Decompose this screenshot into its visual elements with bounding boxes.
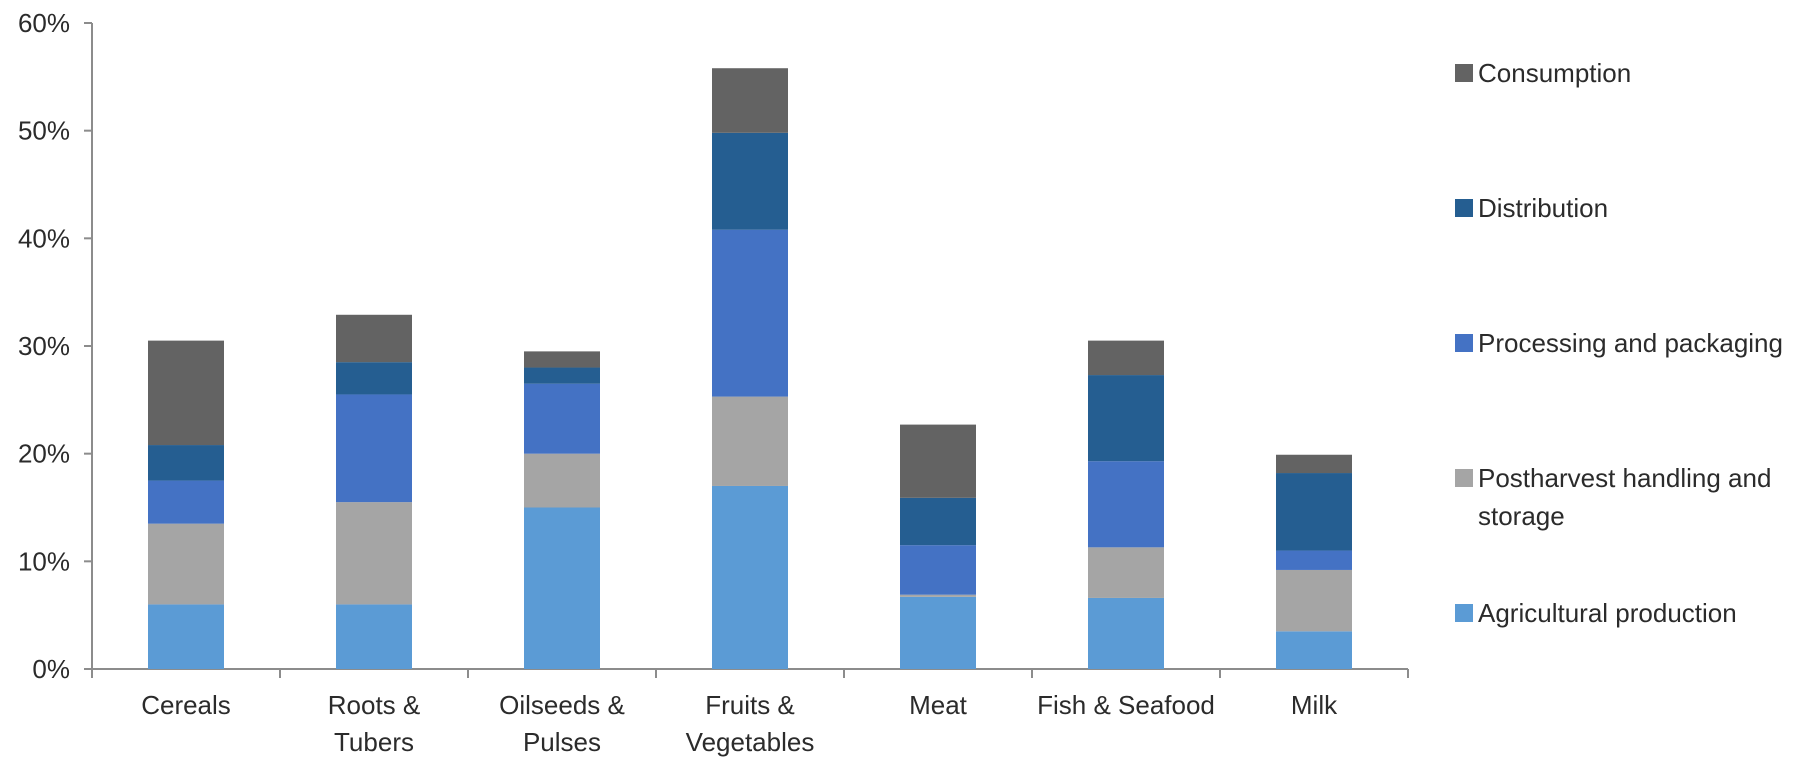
bar-segment-agricultural-production-fruits-and-vegetables: [712, 485, 788, 669]
x-tick-label-cereals: Cereals: [141, 690, 231, 720]
bar-segment-processing-and-packaging-milk: [1276, 550, 1352, 570]
bar-segment-postharvest-handling-and-storage-meat: [900, 594, 976, 597]
bar-segment-processing-and-packaging-cereals: [148, 480, 224, 524]
bar-stack-oilseeds-and-pulses: [524, 351, 600, 669]
bar-segment-postharvest-handling-and-storage-oilseeds-and-pulses: [524, 453, 600, 508]
x-tick-label-oilseeds-and-pulses: Oilseeds & Pulses: [499, 690, 625, 757]
bar-segment-consumption-meat: [900, 424, 976, 498]
bar-segment-consumption-roots-and-tubers: [336, 314, 412, 363]
legend: Consumption Distribution Processing and pa…: [1455, 58, 1783, 628]
y-tick-label: 0%: [32, 654, 70, 684]
bar-segment-distribution-cereals: [148, 445, 224, 481]
legend-swatch: [1455, 199, 1473, 217]
legend-label: Agricultural production: [1478, 598, 1737, 628]
bar-stack-roots-and-tubers: [336, 314, 412, 669]
legend-label: Consumption: [1478, 58, 1631, 88]
bar-segment-distribution-milk: [1276, 473, 1352, 551]
x-tick-label-fruits-and-vegetables: Fruits & Vegetables: [686, 690, 815, 757]
bar-segment-consumption-milk: [1276, 454, 1352, 474]
bar-stack-milk: [1276, 454, 1352, 669]
bar-segment-consumption-fish-and-seafood: [1088, 340, 1164, 376]
legend-label: Distribution: [1478, 193, 1608, 223]
x-tick-label-milk: Milk: [1291, 690, 1338, 720]
bar-segment-postharvest-handling-and-storage-cereals: [148, 523, 224, 605]
bar-segment-processing-and-packaging-roots-and-tubers: [336, 394, 412, 503]
bar-segment-distribution-fish-and-seafood: [1088, 375, 1164, 462]
bar-segment-consumption-oilseeds-and-pulses: [524, 351, 600, 368]
x-tick-label-meat: Meat: [909, 690, 968, 720]
bar-stack-fruits-and-vegetables: [712, 68, 788, 669]
legend-item-consumption: Consumption: [1455, 58, 1631, 88]
legend-swatch: [1455, 64, 1473, 82]
bar-segment-consumption-fruits-and-vegetables: [712, 68, 788, 133]
bar-segment-postharvest-handling-and-storage-fish-and-seafood: [1088, 547, 1164, 598]
bar-segment-processing-and-packaging-oilseeds-and-pulses: [524, 383, 600, 454]
legend-item-postharvest-handling-and-storage: Postharvest handling and storage: [1455, 463, 1771, 531]
bar-segment-processing-and-packaging-fruits-and-vegetables: [712, 229, 788, 397]
bar-segment-distribution-fruits-and-vegetables: [712, 132, 788, 230]
bar-segment-agricultural-production-roots-and-tubers: [336, 604, 412, 669]
legend-item-processing-and-packaging: Processing and packaging: [1455, 328, 1783, 358]
y-tick-label: 50%: [18, 116, 70, 146]
legend-item-distribution: Distribution: [1455, 193, 1608, 223]
bar-segment-postharvest-handling-and-storage-fruits-and-vegetables: [712, 396, 788, 486]
bar-segment-distribution-meat: [900, 497, 976, 546]
bar-segment-agricultural-production-meat: [900, 596, 976, 669]
bar-segment-agricultural-production-cereals: [148, 604, 224, 669]
bar-segment-distribution-roots-and-tubers: [336, 362, 412, 395]
y-tick-label: 60%: [18, 8, 70, 38]
y-tick-label: 10%: [18, 546, 70, 576]
bar-segment-processing-and-packaging-fish-and-seafood: [1088, 461, 1164, 548]
bar-stack-cereals: [148, 340, 224, 669]
legend-item-agricultural-production: Agricultural production: [1455, 598, 1737, 628]
y-tick-labels: 0% 10% 20% 30% 40% 50% 60%: [18, 8, 70, 684]
bar-segment-postharvest-handling-and-storage-milk: [1276, 569, 1352, 632]
y-tick-label: 20%: [18, 439, 70, 469]
legend-swatch: [1455, 334, 1473, 352]
y-tick-label: 30%: [18, 331, 70, 361]
bar-segment-distribution-oilseeds-and-pulses: [524, 367, 600, 384]
bar-segment-processing-and-packaging-meat: [900, 545, 976, 595]
bar-stack-fish-and-seafood: [1088, 340, 1164, 669]
bars: [148, 68, 1352, 669]
bar-segment-postharvest-handling-and-storage-roots-and-tubers: [336, 502, 412, 605]
bar-segment-agricultural-production-oilseeds-and-pulses: [524, 507, 600, 669]
y-tick-label: 40%: [18, 223, 70, 253]
x-tick-label-fish-and-seafood: Fish & Seafood: [1037, 690, 1215, 720]
legend-label: Postharvest handling and storage: [1478, 463, 1771, 531]
x-tick-label-roots-and-tubers: Roots & Tubers: [328, 690, 421, 757]
bar-segment-consumption-cereals: [148, 340, 224, 446]
x-tick-labels: Cereals Roots & Tubers Oilseeds & Pulses Frui…: [141, 690, 1338, 757]
bar-segment-agricultural-production-fish-and-seafood: [1088, 597, 1164, 669]
legend-swatch: [1455, 604, 1473, 622]
legend-swatch: [1455, 469, 1473, 487]
bar-segment-agricultural-production-milk: [1276, 631, 1352, 669]
bar-stack-meat: [900, 424, 976, 669]
legend-label: Processing and packaging: [1478, 328, 1783, 358]
